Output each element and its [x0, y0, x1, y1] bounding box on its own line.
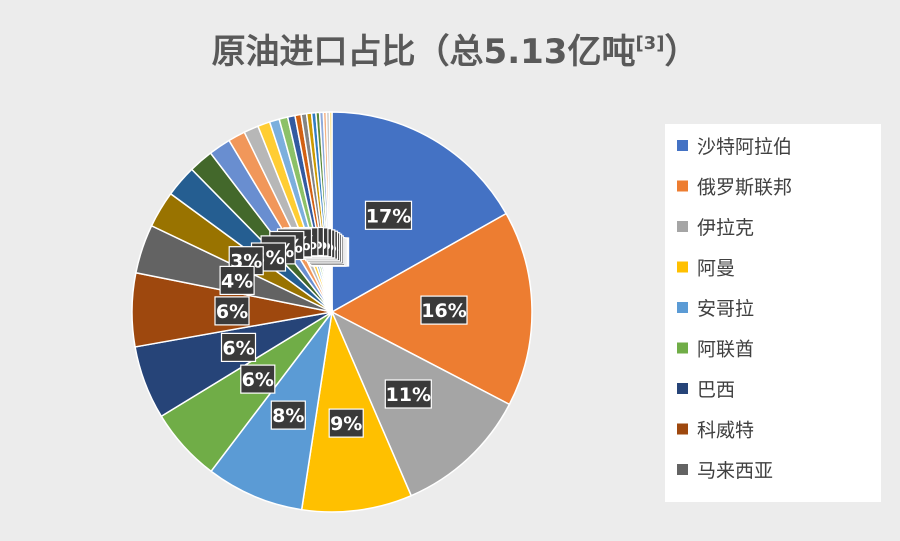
- data-label-box: [214, 296, 250, 326]
- data-label: 11%: [384, 379, 432, 409]
- legend-item: 巴西: [677, 379, 735, 401]
- data-label-box: [328, 408, 364, 438]
- data-label-text: 9%: [330, 413, 362, 435]
- legend-swatch: [677, 423, 688, 435]
- legend-swatch: [677, 302, 688, 313]
- pie-slices: [131, 111, 533, 513]
- data-label: 6%: [240, 364, 276, 394]
- legend-swatch: [677, 261, 688, 273]
- data-label: 4%: [219, 265, 255, 295]
- chart-title-main: 原油进口占比（总5.13亿吨: [212, 32, 636, 72]
- legend-box: [665, 124, 881, 502]
- legend-swatch: [677, 140, 688, 151]
- legend-item: 俄罗斯联邦: [677, 177, 792, 199]
- data-label-box: [364, 200, 413, 230]
- data-label-box: [384, 379, 432, 409]
- legend-label: 阿曼: [697, 258, 735, 280]
- data-label-box: [219, 265, 255, 295]
- data-label: 17%: [364, 200, 413, 230]
- legend-item: 沙特阿拉伯: [677, 136, 792, 158]
- data-label-text: 4%: [221, 270, 253, 292]
- data-labels: 0%0%0%0%0%0%0%0%0%1%1%1%1%1%1%2%2%3%3%4%…: [214, 200, 468, 438]
- chart-title-reference: [3]: [635, 33, 664, 54]
- legend-label: 沙特阿拉伯: [697, 136, 792, 158]
- legend-label: 安哥拉: [697, 298, 754, 320]
- legend-item: 安哥拉: [677, 298, 754, 320]
- data-label: 6%: [220, 332, 257, 362]
- legend-label: 巴西: [697, 379, 735, 401]
- data-label-box: [240, 364, 276, 394]
- data-label-text: 6%: [222, 337, 254, 359]
- legend-item: 阿曼: [677, 258, 735, 280]
- data-label-box: [270, 400, 306, 430]
- legend-swatch: [677, 221, 688, 232]
- data-label-box: [420, 295, 468, 325]
- legend-label: 伊拉克: [697, 217, 754, 239]
- legend-item: 马来西亚: [677, 460, 773, 482]
- data-label-text: 17%: [366, 205, 411, 227]
- data-label: 6%: [214, 296, 250, 326]
- data-label-text: 6%: [216, 301, 248, 323]
- chart-title: 原油进口占比（总5.13亿吨[3]）: [212, 32, 699, 72]
- legend-item: 伊拉克: [677, 217, 754, 239]
- data-label-text: 16%: [421, 300, 466, 322]
- data-label: 8%: [270, 400, 306, 430]
- data-label-box: [220, 332, 257, 362]
- legend-swatch: [677, 464, 688, 475]
- legend-swatch: [677, 383, 688, 394]
- chart-title-close: ）: [664, 32, 698, 72]
- data-label: 16%: [420, 295, 468, 325]
- legend-item: 阿联酋: [677, 339, 754, 361]
- data-label: 9%: [328, 408, 364, 438]
- pie-slice: [331, 111, 508, 314]
- data-label-text: 8%: [272, 405, 304, 427]
- legend-swatch: [677, 342, 688, 354]
- data-label-text: 11%: [386, 384, 431, 406]
- legend-label: 科威特: [697, 420, 754, 442]
- legend-label: 阿联酋: [697, 339, 754, 361]
- legend-label: 俄罗斯联邦: [697, 177, 792, 199]
- data-label-text: 6%: [242, 369, 274, 391]
- legend-label: 马来西亚: [697, 460, 773, 482]
- legend-item: 科威特: [677, 420, 754, 442]
- legend-swatch: [677, 180, 688, 192]
